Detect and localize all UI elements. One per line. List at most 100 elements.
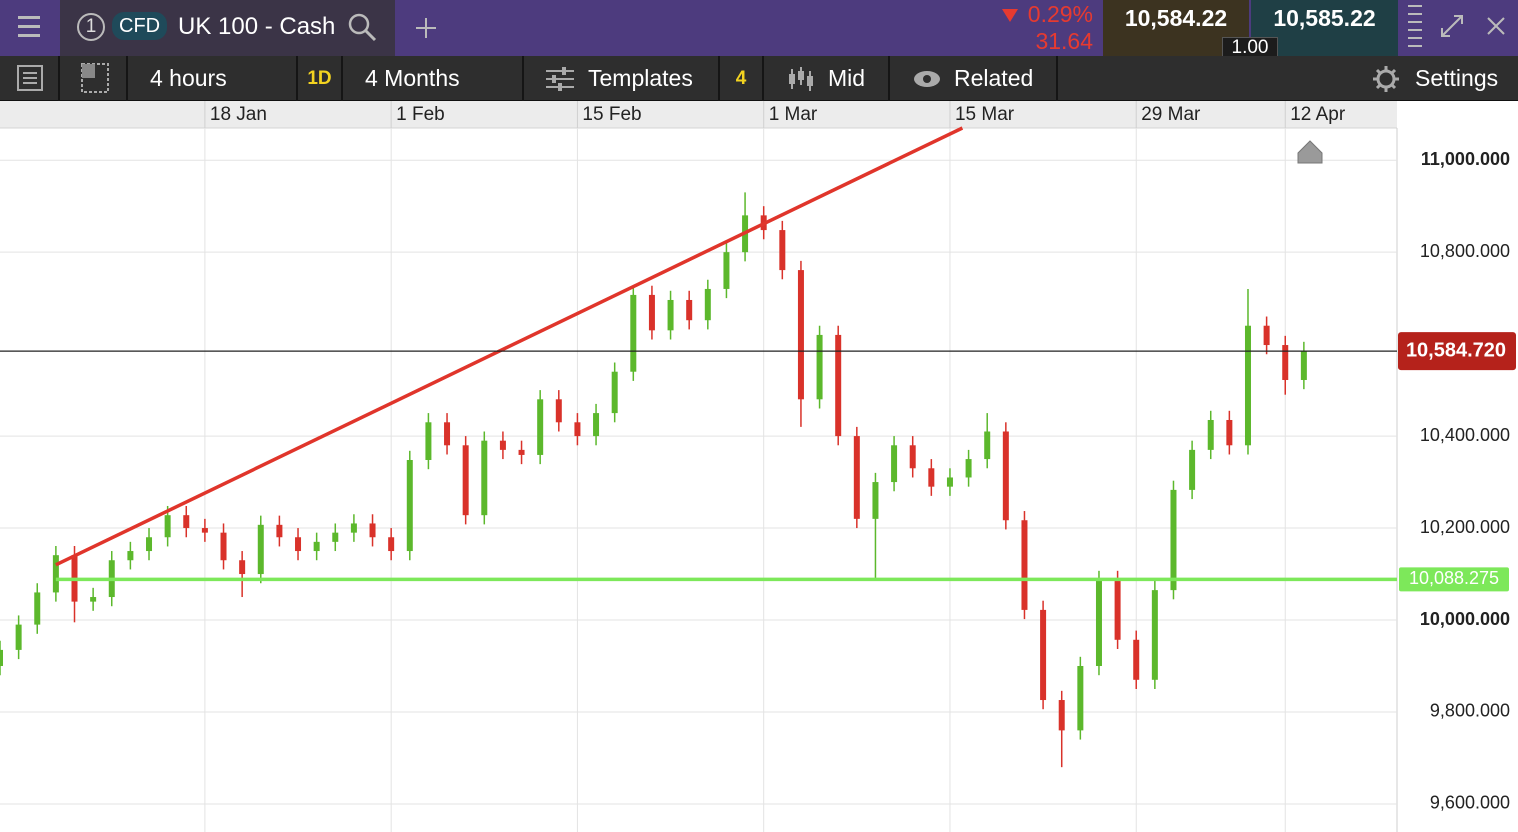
candle-body — [499, 440, 506, 450]
candle-body — [946, 477, 953, 487]
interval-short[interactable]: 1D — [298, 56, 343, 101]
support-label-box — [1399, 567, 1509, 592]
candle-body — [369, 523, 376, 538]
layout-button[interactable] — [60, 56, 128, 101]
chart-toolbar: 4 hours 1D 4 Months Templates 4 Mid Rela… — [0, 56, 1518, 101]
candle-body — [1077, 666, 1084, 731]
candle-body — [686, 299, 693, 321]
y-tick-label: 11,000.000 — [1421, 149, 1510, 169]
candle-body — [630, 294, 637, 372]
gear-icon — [1373, 66, 1399, 92]
candle-body — [779, 230, 786, 271]
candle-body — [984, 431, 991, 460]
candle-body — [295, 537, 302, 552]
instrument-name: UK 100 - Cash — [178, 13, 336, 40]
change-percent: 0.29% — [1027, 1, 1093, 27]
candle-body — [146, 537, 153, 552]
candle-body — [350, 523, 357, 533]
price-type-label: Mid — [828, 65, 866, 91]
candle-body — [1151, 590, 1158, 680]
candle-body — [444, 422, 451, 446]
x-tick-label: 1 Mar — [769, 104, 818, 125]
price-chart: 18 Jan 1 Feb 15 Feb 1 Mar 15 Mar 29 Mar 12 Apr… — [0, 101, 1516, 832]
candle-body — [1040, 609, 1047, 701]
eye-icon — [914, 71, 940, 87]
related-label: Related — [954, 65, 1034, 91]
candle-body — [1133, 639, 1140, 680]
list-button[interactable] — [0, 56, 60, 101]
price-label: 10,584.720 — [1406, 339, 1506, 361]
instrument-bar: 1 CFD UK 100 - Cash 0.29% 31.64 10,584.2… — [0, 0, 1518, 57]
instrument-tab[interactable]: 1 CFD UK 100 - Cash — [60, 0, 395, 56]
sell-button[interactable]: 10,584.22 — [1103, 0, 1249, 56]
instrument-number: 1 — [77, 13, 105, 41]
candle-body — [425, 422, 432, 460]
menu-button[interactable] — [0, 0, 58, 56]
candle-body — [1207, 419, 1214, 450]
grid: 18 Jan 1 Feb 15 Feb 1 Mar 15 Mar 29 Mar 12 Apr… — [0, 101, 1510, 832]
candle-body — [276, 524, 283, 538]
candle-body — [164, 515, 171, 538]
drawings: 10,088.275 10,584.720 — [0, 126, 1516, 592]
candle-body — [34, 592, 41, 625]
x-tick-label: 15 Mar — [955, 104, 1015, 125]
related-button[interactable]: Related — [890, 56, 1058, 101]
candle-body — [1058, 700, 1065, 731]
candle-body — [1021, 520, 1028, 610]
candle-body — [891, 445, 898, 483]
candle-body — [1282, 345, 1289, 380]
candle-body — [1189, 449, 1196, 490]
list-icon — [17, 65, 43, 91]
y-tick-label: 10,800.000 — [1420, 241, 1510, 261]
price-label-box — [1398, 332, 1516, 371]
candle-body — [1114, 580, 1121, 640]
candle-body — [928, 468, 935, 487]
change-points: 31.64 — [1035, 28, 1093, 54]
candle-body — [0, 649, 3, 667]
search-icon[interactable] — [345, 10, 379, 44]
interval-select[interactable]: 4 hours — [128, 56, 298, 101]
x-tick-label: 15 Feb — [582, 104, 641, 125]
candle-body — [1300, 351, 1307, 380]
settings-button[interactable]: Settings — [1360, 56, 1518, 101]
candle-body — [611, 371, 618, 414]
candle-body — [909, 445, 916, 469]
candle-body — [835, 334, 842, 437]
y-tick-label: 9,600.000 — [1430, 793, 1510, 813]
candle-body — [332, 532, 339, 542]
spread: 1.00 — [1222, 37, 1278, 57]
candle-body — [1226, 419, 1233, 446]
candle-body — [816, 334, 823, 400]
candle-body — [1244, 325, 1251, 446]
buy-price: 10,585.22 — [1273, 5, 1376, 31]
down-arrow — [1002, 9, 1018, 22]
price-type-select[interactable]: Mid — [764, 56, 890, 101]
candle-body — [537, 399, 544, 455]
trend-line — [55, 126, 964, 567]
candle-body — [462, 445, 469, 516]
add-tab[interactable] — [412, 14, 440, 42]
candle-body — [797, 270, 804, 400]
templates-button[interactable]: Templates — [524, 56, 720, 101]
candle-body — [704, 288, 711, 321]
candle-body — [52, 555, 59, 593]
candle-body — [257, 524, 264, 575]
templates-count: 4 — [720, 56, 764, 101]
candle-body — [313, 541, 320, 552]
product-badge: CFD — [112, 12, 168, 40]
candle-body — [220, 532, 227, 561]
layout-icon — [81, 63, 109, 93]
candle-body — [388, 537, 395, 552]
candle-body — [15, 624, 22, 650]
candle-body — [593, 413, 600, 437]
y-tick-label: 10,000.000 — [1420, 609, 1510, 629]
candle-body — [481, 440, 488, 516]
y-tick-label: 9,800.000 — [1430, 701, 1510, 721]
candles-icon — [789, 67, 813, 91]
candle-body — [667, 299, 674, 331]
candle-body — [648, 294, 655, 331]
current-date-marker — [1297, 140, 1323, 164]
candle-body — [872, 482, 879, 519]
range-select[interactable]: 4 Months — [343, 56, 524, 101]
